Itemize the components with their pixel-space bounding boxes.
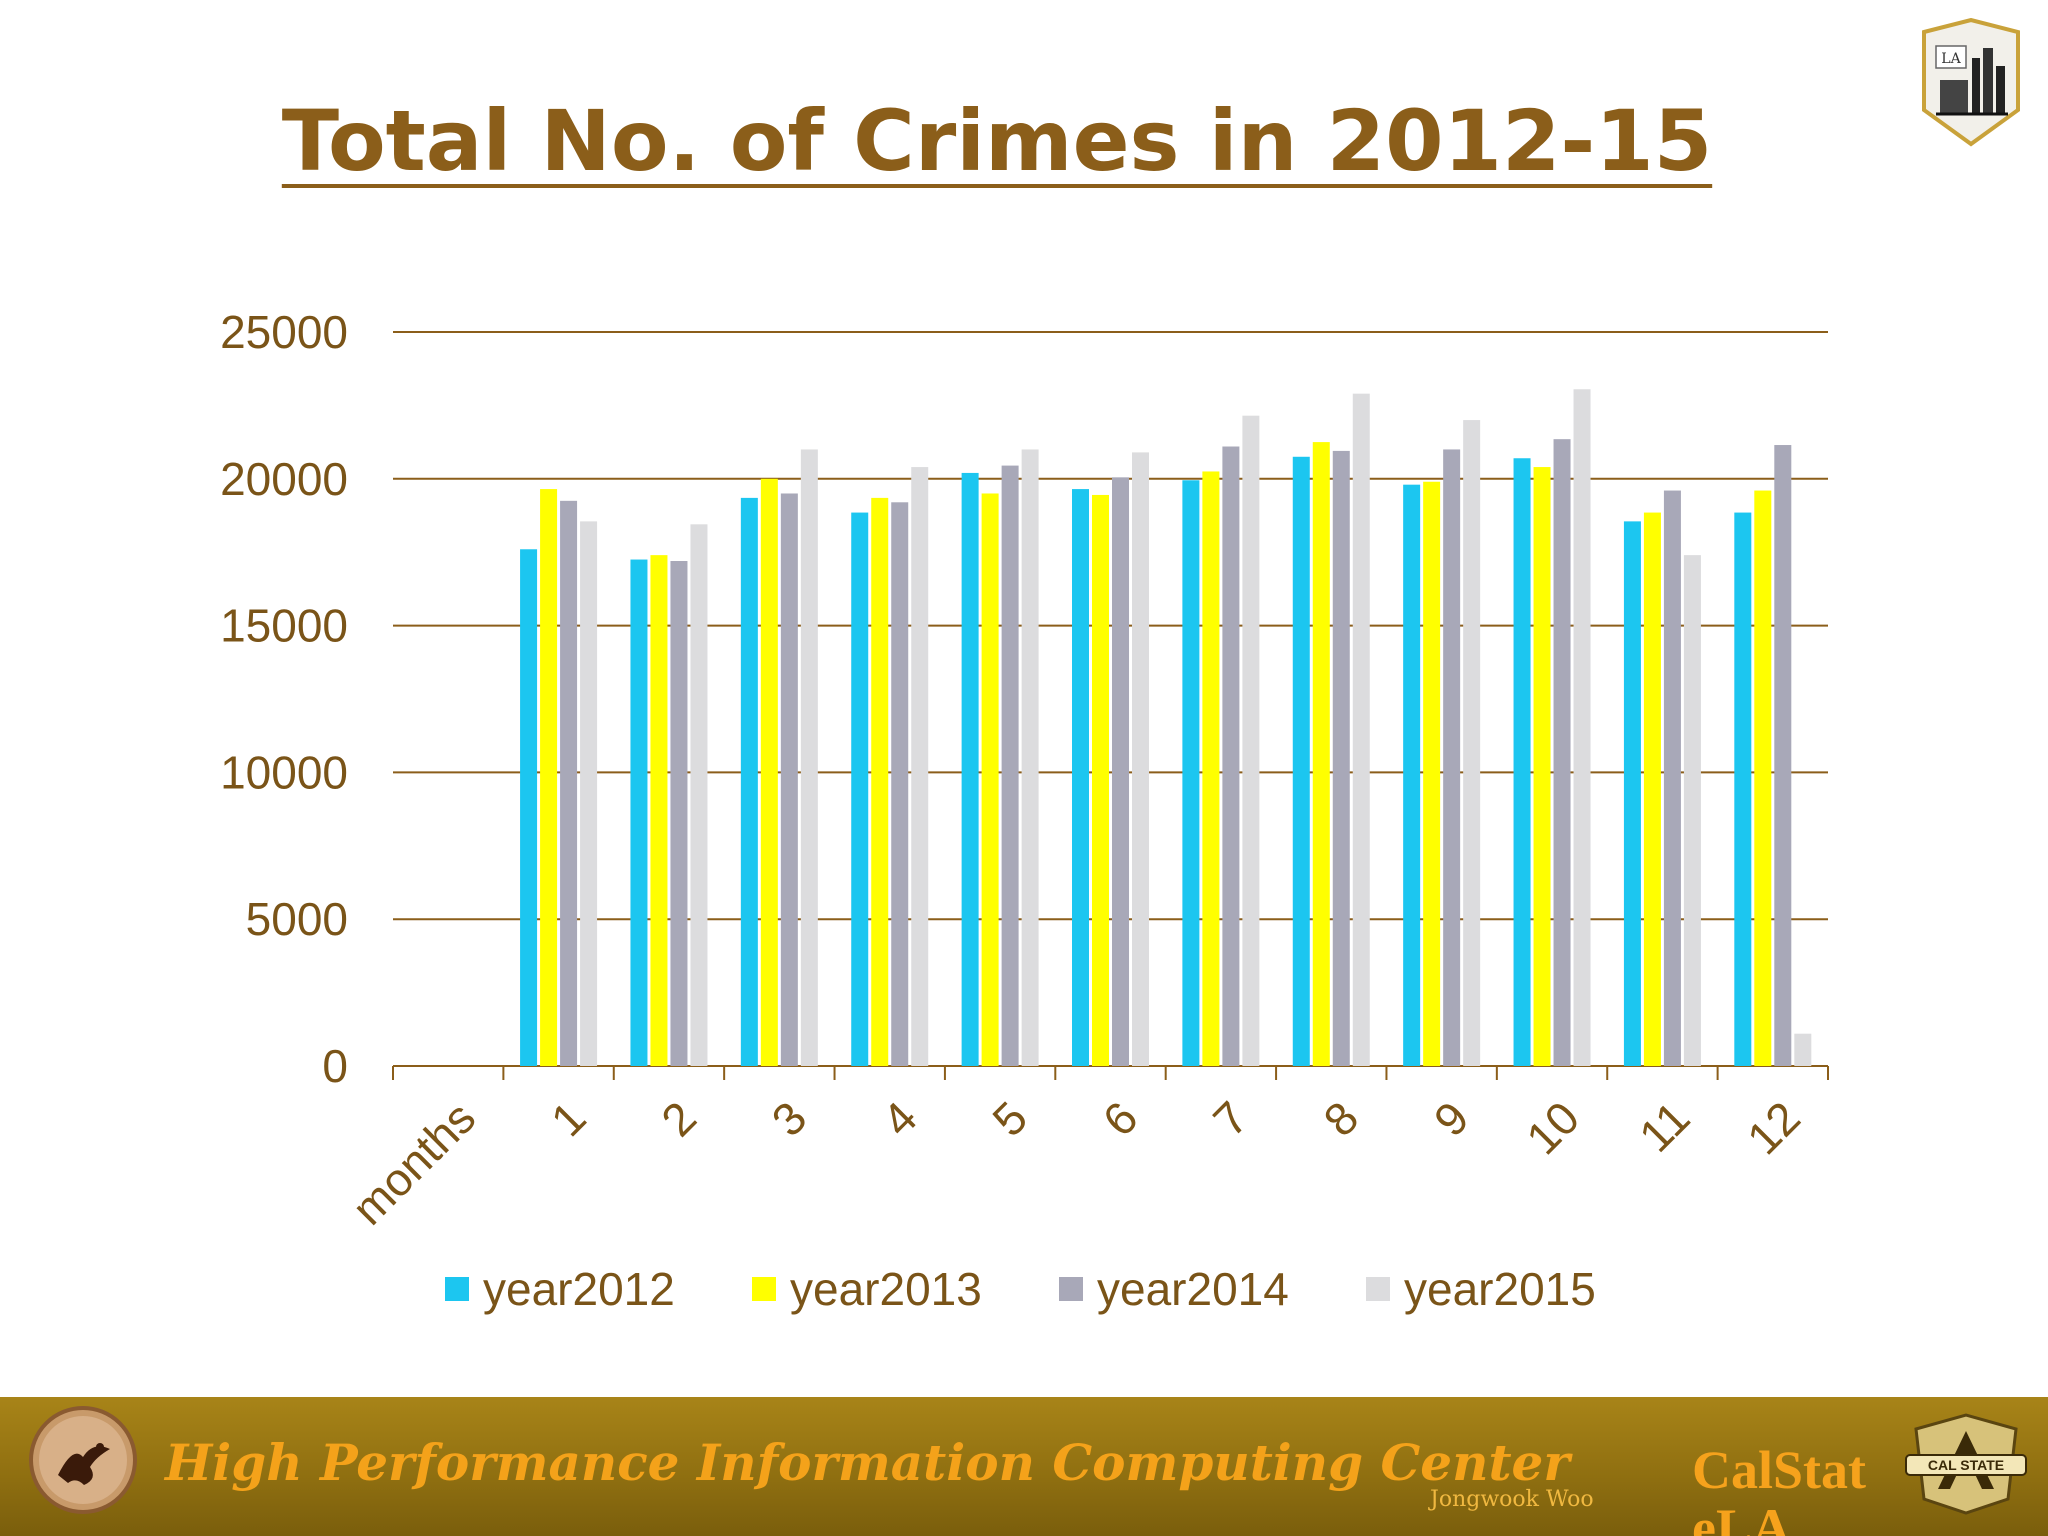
crimes-bar-chart: 0 5000 10000 15000 20000 25000 months 1 2 3 4 5 6 7 8 9… xyxy=(220,306,1829,1315)
bar-year2012-11 xyxy=(1623,521,1641,1066)
cal-state-la-logo: LA xyxy=(1922,18,2020,147)
bar-year2015-9 xyxy=(1463,420,1481,1066)
brand-wordmark: CalStat eLA xyxy=(1692,1440,1866,1536)
bar-year2014-9 xyxy=(1443,449,1461,1066)
bar-year2012-2 xyxy=(630,559,648,1066)
bar-year2013-9 xyxy=(1423,481,1441,1067)
bar-year2012-9 xyxy=(1403,484,1421,1066)
bar-year2012-1 xyxy=(520,549,538,1066)
x-tick-label: 11 xyxy=(1629,1091,1700,1162)
x-tick-label: 1 xyxy=(541,1091,596,1146)
y-tick-label: 0 xyxy=(322,1040,348,1092)
legend-label: year2012 xyxy=(483,1263,675,1315)
bar-year2015-6 xyxy=(1132,452,1149,1067)
bar-year2013-12 xyxy=(1754,490,1772,1066)
footer-bar: High Performance Information Computing C… xyxy=(0,1397,2048,1536)
bar-year2014-3 xyxy=(780,493,798,1066)
y-tick-label: 25000 xyxy=(220,306,348,358)
bar-year2013-6 xyxy=(1092,494,1109,1066)
x-tick-label: 2 xyxy=(651,1091,706,1146)
cal-state-emblem-icon: CAL STATE xyxy=(1905,1413,2027,1515)
bar-year2012-10 xyxy=(1513,458,1531,1066)
bar-year2013-8 xyxy=(1312,442,1330,1067)
bar-year2014-8 xyxy=(1332,450,1350,1066)
y-tick-label: 20000 xyxy=(220,453,348,505)
legend-swatch-year2013 xyxy=(752,1277,776,1301)
bar-year2012-7 xyxy=(1182,480,1200,1066)
bar-year2013-11 xyxy=(1643,512,1661,1066)
bar-year2014-6 xyxy=(1112,477,1129,1066)
legend-label: year2014 xyxy=(1097,1263,1289,1315)
y-tick-label: 15000 xyxy=(220,600,348,652)
bar-year2013-4 xyxy=(871,497,889,1066)
x-tick-label: 5 xyxy=(982,1091,1037,1146)
bar-year2013-2 xyxy=(650,555,668,1066)
x-tick-label: 10 xyxy=(1516,1091,1589,1164)
bar-year2012-8 xyxy=(1292,456,1310,1066)
x-tick-label: 3 xyxy=(762,1091,817,1146)
bar-year2013-1 xyxy=(540,489,558,1066)
bar-year2015-7 xyxy=(1242,415,1260,1066)
y-tick-label: 10000 xyxy=(220,746,348,798)
bar-year2014-5 xyxy=(1001,465,1019,1066)
slide-title: Total No. of Crimes in 2012-15 xyxy=(281,92,1713,190)
legend-swatch-year2014 xyxy=(1059,1277,1083,1301)
bar-year2013-10 xyxy=(1533,467,1551,1066)
bar-year2014-12 xyxy=(1774,445,1792,1066)
bird-seal-icon xyxy=(29,1406,137,1514)
bar-year2015-1 xyxy=(580,521,598,1066)
legend-swatch-year2012 xyxy=(445,1277,469,1301)
bar-year2012-3 xyxy=(740,497,758,1066)
bar-year2015-12 xyxy=(1794,1033,1812,1066)
bar-year2014-4 xyxy=(891,502,909,1067)
bar-year2014-2 xyxy=(670,561,688,1066)
svg-text:LA: LA xyxy=(1941,51,1961,67)
bar-year2015-10 xyxy=(1573,389,1591,1066)
x-tick-label: 12 xyxy=(1737,1091,1810,1164)
x-tick-label: 9 xyxy=(1424,1091,1479,1146)
bar-year2014-11 xyxy=(1663,490,1681,1066)
bar-year2013-5 xyxy=(981,493,999,1066)
bar-year2012-4 xyxy=(851,512,869,1066)
x-tick-label: 4 xyxy=(872,1091,927,1146)
bar-year2015-3 xyxy=(800,449,818,1066)
bar-year2012-5 xyxy=(961,472,979,1066)
bar-year2015-11 xyxy=(1683,555,1701,1066)
legend-label: year2015 xyxy=(1404,1263,1596,1315)
bar-year2015-2 xyxy=(690,524,708,1066)
x-tick-label: 8 xyxy=(1313,1091,1368,1146)
bar-year2012-12 xyxy=(1734,512,1752,1066)
bar-year2013-7 xyxy=(1202,471,1220,1066)
author-name: Jongwook Woo xyxy=(1430,1487,1594,1512)
x-tick-label: 6 xyxy=(1093,1091,1148,1146)
x-tick-label: months xyxy=(342,1091,485,1234)
y-tick-label: 5000 xyxy=(246,893,348,945)
bar-year2014-10 xyxy=(1553,439,1571,1066)
svg-text:CAL STATE: CAL STATE xyxy=(1928,1457,2004,1473)
bar-year2015-8 xyxy=(1352,393,1370,1066)
bar-year2014-1 xyxy=(560,500,578,1066)
x-tick-label: 7 xyxy=(1203,1091,1258,1146)
legend-label: year2013 xyxy=(790,1263,982,1315)
bar-year2013-3 xyxy=(760,478,778,1066)
legend-swatch-year2015 xyxy=(1366,1277,1390,1301)
bar-year2015-4 xyxy=(911,467,929,1066)
bar-year2014-7 xyxy=(1222,446,1240,1066)
center-name: High Performance Information Computing C… xyxy=(165,1433,1570,1492)
bar-year2012-6 xyxy=(1072,489,1089,1066)
bar-year2015-5 xyxy=(1021,449,1039,1066)
